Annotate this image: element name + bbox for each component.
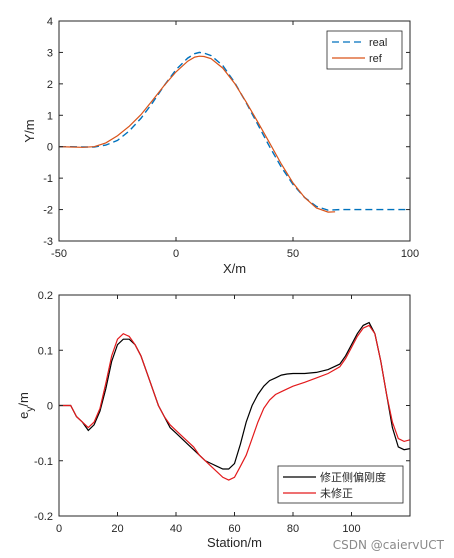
y-tick-label: -0.2 bbox=[34, 511, 53, 523]
y-tick-label: -0.1 bbox=[34, 456, 53, 468]
y-tick-label: 1 bbox=[47, 110, 53, 122]
series-line-1 bbox=[59, 321, 410, 470]
x-tick-label: 80 bbox=[287, 523, 299, 535]
y-tick-label: 0.1 bbox=[38, 345, 53, 357]
y-tick-label: -2 bbox=[43, 205, 53, 217]
x-tick-label: -50 bbox=[51, 248, 67, 260]
legend-label: ref bbox=[369, 53, 383, 65]
y-axis-label: ey/m bbox=[16, 392, 36, 419]
series-line-2 bbox=[59, 55, 336, 213]
y-tick-label: 4 bbox=[47, 16, 53, 28]
axes-box bbox=[58, 20, 411, 242]
y-tick-label: 2 bbox=[47, 79, 53, 91]
x-axis-label: X/m bbox=[223, 261, 246, 276]
legend-label: 未修正 bbox=[320, 486, 353, 500]
x-tick-label: 20 bbox=[111, 523, 123, 535]
y-axis-label: Y/m bbox=[22, 119, 37, 142]
watermark: CSDN @caiervUCT bbox=[332, 538, 444, 552]
legend-label: real bbox=[369, 37, 387, 49]
x-tick-label: 40 bbox=[170, 523, 182, 535]
y-tick-label: -1 bbox=[43, 173, 53, 185]
legend: real ref bbox=[326, 30, 403, 70]
y-tick-label: 0 bbox=[47, 142, 53, 154]
series-line-2 bbox=[59, 324, 410, 481]
series-line-1 bbox=[59, 51, 410, 211]
x-tick-label: 0 bbox=[173, 248, 179, 260]
x-tick-label: 100 bbox=[342, 523, 360, 535]
y-tick-label: 0 bbox=[47, 401, 53, 413]
x-tick-label: 100 bbox=[401, 248, 419, 260]
x-tick-label: 60 bbox=[228, 523, 240, 535]
x-tick-label: 0 bbox=[56, 523, 62, 535]
x-axis-label: Station/m bbox=[207, 535, 262, 550]
y-tick-label: 3 bbox=[47, 47, 53, 59]
y-tick-label: -3 bbox=[43, 236, 53, 248]
legend-label: 修正侧偏刚度 bbox=[320, 470, 386, 484]
y-tick-label: 0.2 bbox=[38, 290, 53, 302]
legend-box bbox=[277, 465, 404, 504]
chart-2: 0 20 40 60 80 100 -0.2 -0.1 0 0.1 0.2 Station/m ey/m… bbox=[16, 290, 411, 550]
chart-1: -50 0 50 100 -3 -2 -1 0 1 2 3 4 X/m Y/m real ref bbox=[22, 16, 419, 276]
legend-box bbox=[326, 30, 403, 70]
x-tick-label: 50 bbox=[287, 248, 299, 260]
